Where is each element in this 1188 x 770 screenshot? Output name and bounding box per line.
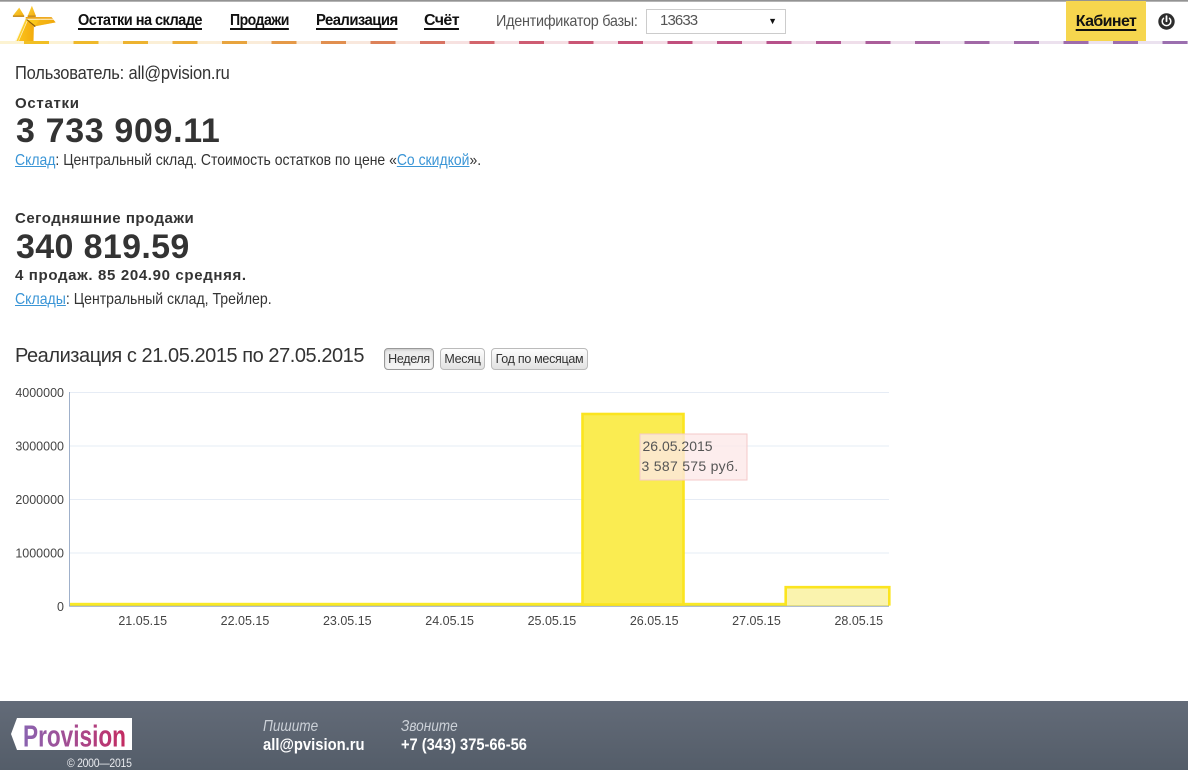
svg-text:0: 0	[57, 600, 64, 614]
svg-text:21.05.15: 21.05.15	[118, 614, 167, 628]
svg-text:23.05.15: 23.05.15	[323, 614, 372, 628]
svg-text:27.05.15: 27.05.15	[732, 614, 781, 628]
svg-text:24.05.15: 24.05.15	[425, 614, 474, 628]
svg-text:1000000: 1000000	[15, 547, 64, 561]
svg-text:3 587 575 руб.: 3 587 575 руб.	[642, 458, 739, 474]
svg-text:2000000: 2000000	[15, 493, 64, 507]
svg-text:26.05.2015: 26.05.2015	[643, 438, 713, 454]
svg-text:22.05.15: 22.05.15	[221, 614, 270, 628]
svg-text:28.05.15: 28.05.15	[834, 614, 883, 628]
svg-text:26.05.15: 26.05.15	[630, 614, 679, 628]
svg-text:3000000: 3000000	[15, 440, 64, 454]
svg-text:25.05.15: 25.05.15	[528, 614, 577, 628]
svg-text:4000000: 4000000	[15, 386, 64, 400]
svg-text:Provision: Provision	[23, 719, 126, 752]
